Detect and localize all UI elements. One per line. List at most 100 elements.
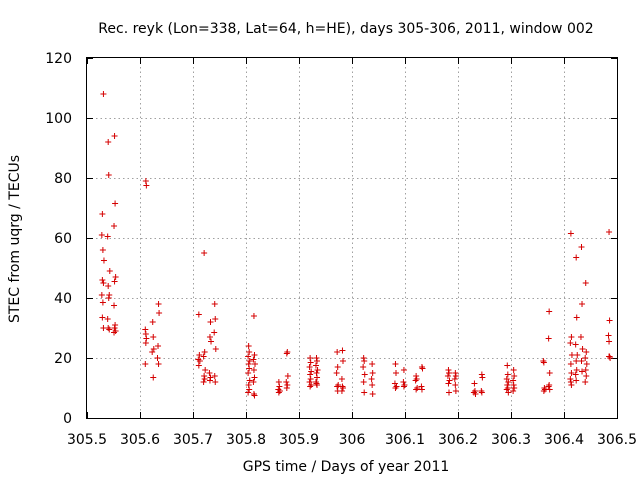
data-point bbox=[504, 362, 511, 369]
data-point bbox=[98, 232, 105, 238]
data-point bbox=[452, 388, 459, 394]
data-point bbox=[541, 385, 548, 391]
data-point bbox=[445, 367, 452, 373]
data-point bbox=[142, 331, 149, 337]
x-tick-label: 306.5 bbox=[597, 432, 637, 448]
data-point bbox=[111, 133, 118, 139]
data-point bbox=[369, 361, 376, 367]
x-tick-label: 306.1 bbox=[385, 432, 425, 448]
data-point bbox=[452, 373, 459, 379]
data-point bbox=[245, 343, 252, 349]
data-point bbox=[451, 376, 458, 382]
data-point bbox=[510, 367, 517, 373]
data-point bbox=[275, 386, 282, 393]
data-point bbox=[312, 379, 319, 385]
data-point bbox=[251, 392, 258, 399]
data-point bbox=[112, 322, 119, 328]
data-point bbox=[314, 382, 321, 388]
data-point bbox=[583, 349, 590, 355]
data-point bbox=[391, 380, 398, 387]
data-point bbox=[307, 359, 314, 366]
data-point bbox=[143, 335, 150, 342]
data-point bbox=[361, 389, 368, 396]
data-point bbox=[578, 358, 585, 364]
data-point bbox=[99, 299, 106, 306]
data-point bbox=[201, 250, 208, 256]
data-point bbox=[582, 280, 589, 286]
data-point bbox=[392, 361, 399, 367]
data-point bbox=[106, 326, 113, 333]
data-points bbox=[98, 91, 614, 399]
data-point bbox=[470, 389, 477, 396]
data-point bbox=[606, 229, 613, 235]
data-point bbox=[276, 388, 283, 394]
data-point bbox=[112, 200, 119, 207]
data-point bbox=[369, 382, 376, 388]
data-point bbox=[503, 386, 510, 393]
x-tick-label: 305.5 bbox=[67, 432, 107, 448]
data-point bbox=[149, 349, 156, 355]
data-point bbox=[573, 377, 580, 384]
data-point bbox=[105, 283, 112, 289]
data-point bbox=[392, 385, 399, 391]
data-point bbox=[206, 370, 213, 376]
data-point bbox=[413, 373, 420, 379]
data-point bbox=[606, 338, 613, 345]
data-point bbox=[582, 379, 589, 385]
data-point bbox=[360, 379, 367, 385]
data-point bbox=[245, 370, 252, 376]
data-point bbox=[567, 340, 574, 346]
data-point bbox=[479, 374, 486, 381]
data-point bbox=[368, 376, 375, 382]
data-point bbox=[195, 356, 202, 363]
data-point bbox=[504, 385, 511, 391]
x-tick-label: 305.7 bbox=[173, 432, 213, 448]
data-point bbox=[567, 379, 574, 385]
data-point bbox=[567, 376, 574, 382]
data-point bbox=[605, 332, 612, 339]
data-point bbox=[112, 274, 119, 280]
data-point bbox=[503, 376, 510, 382]
data-point bbox=[313, 355, 320, 361]
data-point bbox=[245, 361, 252, 367]
data-point bbox=[212, 316, 219, 322]
data-point bbox=[606, 353, 613, 360]
data-point bbox=[361, 358, 368, 364]
y-tick-label: 20 bbox=[54, 351, 72, 367]
data-point bbox=[413, 386, 420, 393]
data-point bbox=[400, 383, 407, 390]
data-point bbox=[418, 364, 425, 370]
data-point bbox=[308, 382, 315, 388]
data-point bbox=[250, 379, 257, 385]
data-point bbox=[245, 353, 252, 360]
y-tick-label: 60 bbox=[54, 231, 72, 247]
data-point bbox=[206, 377, 213, 384]
data-point bbox=[104, 233, 111, 240]
data-point bbox=[246, 349, 253, 355]
data-point bbox=[573, 314, 580, 321]
data-point bbox=[106, 268, 113, 274]
data-point bbox=[418, 386, 425, 393]
data-point bbox=[339, 347, 346, 354]
data-point bbox=[142, 361, 149, 367]
data-point bbox=[154, 355, 161, 361]
data-point bbox=[196, 358, 203, 364]
data-point bbox=[112, 328, 119, 334]
data-point bbox=[314, 374, 321, 381]
data-point bbox=[567, 361, 574, 367]
data-point bbox=[445, 380, 452, 387]
data-point bbox=[412, 377, 419, 384]
data-point bbox=[208, 338, 215, 345]
data-point bbox=[335, 382, 342, 388]
data-point bbox=[105, 325, 112, 331]
data-point bbox=[579, 368, 586, 375]
data-point bbox=[401, 382, 408, 388]
data-point bbox=[369, 370, 376, 376]
y-axis-label: STEC from uqrg / TECUs bbox=[7, 155, 23, 323]
data-point bbox=[104, 316, 111, 322]
data-point bbox=[195, 311, 202, 318]
data-point bbox=[106, 292, 113, 298]
data-point bbox=[573, 358, 580, 364]
data-point bbox=[211, 329, 218, 336]
data-point bbox=[478, 388, 485, 394]
